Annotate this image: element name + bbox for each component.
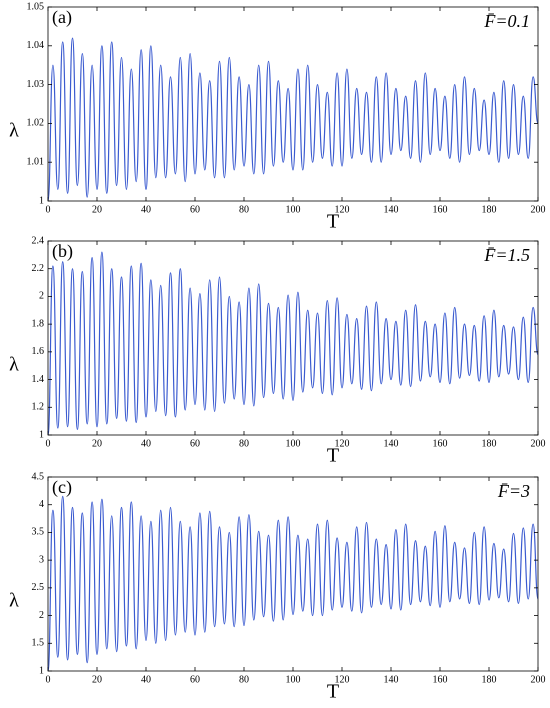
x-axis-label: T [327, 681, 339, 703]
x-tick-label: 180 [482, 204, 497, 215]
panel-label: (b) [52, 241, 73, 262]
y-tick-label: 1.4 [32, 374, 45, 385]
x-tick-label: 180 [482, 674, 497, 685]
annotation: F̄=3 [497, 481, 530, 501]
x-tick-label: 0 [46, 438, 51, 449]
y-tick-label: 1.05 [27, 1, 45, 12]
x-axis-label: T [327, 445, 339, 467]
y-tick-label: 1.5 [32, 638, 45, 649]
x-tick-label: 0 [46, 674, 51, 685]
plot-area [48, 37, 538, 201]
x-tick-label: 140 [384, 438, 399, 449]
panel: 0 20 40 60 80 100 120 140 160 180 200 1 1.01 1.02 1.03… [9, 1, 545, 232]
data-line [48, 251, 538, 435]
y-tick-label: 2.2 [32, 263, 45, 274]
y-tick-label: 1 [39, 195, 44, 206]
y-tick-label: 1.01 [27, 156, 45, 167]
x-tick-label: 120 [335, 438, 350, 449]
y-tick-label: 2 [39, 610, 44, 621]
panel-label: (a) [52, 7, 72, 28]
y-tick-label: 1.6 [32, 346, 45, 357]
x-tick-label: 160 [433, 674, 448, 685]
y-tick-label: 3.5 [32, 527, 45, 538]
x-tick-label: 20 [92, 674, 102, 685]
panel-label: (c) [52, 477, 72, 498]
y-tick-label: 1.2 [32, 402, 45, 413]
panel: 0 20 40 60 80 100 120 140 160 180 200 1 1.2 1.4 1.6 1.8… [9, 235, 545, 466]
y-tick-label: 1 [39, 665, 44, 676]
x-tick-label: 40 [141, 204, 151, 215]
y-tick-label: 1.8 [32, 318, 45, 329]
y-axis-label: λ [9, 354, 19, 376]
x-tick-label: 100 [286, 438, 301, 449]
x-tick-label: 160 [433, 204, 448, 215]
y-tick-label: 1 [39, 429, 44, 440]
x-tick-label: 80 [239, 204, 249, 215]
x-tick-label: 200 [531, 438, 546, 449]
annotation: F̄=0.1 [483, 11, 530, 31]
x-tick-label: 20 [92, 438, 102, 449]
x-tick-label: 60 [190, 674, 200, 685]
y-tick-label: 2.5 [32, 582, 45, 593]
y-tick-label: 2 [39, 291, 44, 302]
x-tick-label: 200 [531, 674, 546, 685]
x-tick-label: 140 [384, 674, 399, 685]
y-tick-label: 1.02 [27, 118, 45, 129]
x-tick-label: 200 [531, 204, 546, 215]
data-line [48, 495, 538, 671]
x-tick-label: 120 [335, 674, 350, 685]
x-tick-label: 180 [482, 438, 497, 449]
y-tick-label: 1.04 [27, 40, 45, 51]
data-line [48, 37, 538, 201]
x-tick-label: 100 [286, 674, 301, 685]
y-axis-label: λ [9, 590, 19, 612]
x-axis-label: T [327, 211, 339, 233]
x-tick-label: 20 [92, 204, 102, 215]
x-tick-label: 100 [286, 204, 301, 215]
axes-frame [47, 6, 539, 202]
plot-area [48, 495, 538, 671]
y-tick-label: 1.03 [27, 79, 45, 90]
y-axis-label: λ [9, 120, 19, 142]
x-tick-label: 80 [239, 438, 249, 449]
x-tick-label: 0 [46, 204, 51, 215]
panel: 0 20 40 60 80 100 120 140 160 180 200 1 1.5 2 2.5 3 3.5 4… [9, 471, 545, 702]
x-tick-label: 120 [335, 204, 350, 215]
annotation: F̄=1.5 [483, 245, 530, 265]
x-tick-label: 80 [239, 674, 249, 685]
x-tick-label: 60 [190, 204, 200, 215]
x-tick-label: 60 [190, 438, 200, 449]
axes-frame [47, 240, 539, 436]
y-tick-label: 4.5 [32, 471, 45, 482]
y-tick-label: 4 [39, 499, 44, 510]
x-tick-label: 160 [433, 438, 448, 449]
x-tick-label: 40 [141, 674, 151, 685]
x-tick-label: 140 [384, 204, 399, 215]
y-tick-label: 2.4 [32, 235, 45, 246]
plot-area [48, 251, 538, 435]
y-tick-label: 3 [39, 554, 44, 565]
axes-frame [47, 476, 539, 672]
x-tick-label: 40 [141, 438, 151, 449]
